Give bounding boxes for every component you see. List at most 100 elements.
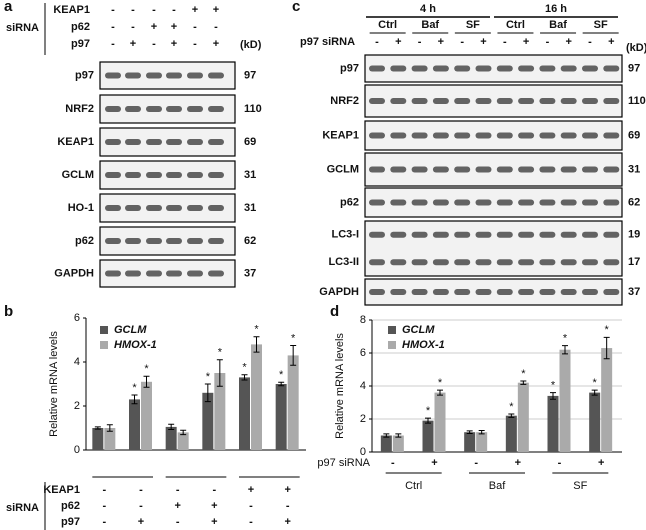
band: [208, 139, 224, 145]
sign: -: [176, 484, 180, 496]
condition-label: KEAP1: [53, 4, 90, 16]
bar: [92, 428, 104, 450]
band: [187, 270, 203, 277]
band: [125, 238, 141, 244]
band: [518, 199, 535, 206]
significance-mark: *: [218, 347, 223, 359]
band: [369, 132, 385, 139]
kd-label: 110: [628, 95, 646, 107]
bar: [141, 381, 152, 450]
bar: [104, 428, 116, 450]
legend-label: HMOX-1: [402, 339, 445, 351]
group-label: Baf: [489, 480, 506, 492]
band: [539, 231, 556, 238]
group-label: Ctrl: [378, 19, 397, 31]
kd-unit: (kD): [240, 39, 262, 51]
band: [411, 289, 428, 295]
sign: -: [460, 36, 464, 48]
error-bar: [106, 424, 113, 432]
blot-label: LC3-I: [332, 229, 360, 241]
error-bar: [253, 336, 260, 353]
sign: -: [212, 484, 216, 496]
bar: [177, 432, 189, 450]
band: [390, 166, 407, 173]
sign: -: [558, 457, 562, 469]
bar: [517, 382, 529, 452]
band: [475, 132, 492, 139]
error-bar: [383, 433, 390, 438]
blot-label: p97: [75, 69, 94, 81]
band: [146, 270, 162, 277]
band: [390, 199, 407, 206]
error-bar: [143, 375, 150, 388]
y-tick-label: 8: [360, 314, 366, 326]
panel-label: d: [330, 303, 339, 320]
band: [105, 72, 121, 79]
band: [208, 270, 224, 277]
blot-label: p62: [75, 235, 94, 247]
band: [369, 65, 385, 72]
band: [560, 98, 577, 104]
band: [582, 289, 598, 295]
band: [454, 98, 471, 104]
legend-label: HMOX-1: [114, 339, 157, 351]
bar: [214, 373, 226, 450]
bar: [165, 426, 177, 450]
sign: +: [608, 36, 614, 48]
y-tick-label: 4: [74, 356, 80, 368]
group-label: SF: [594, 19, 608, 31]
bar: [422, 420, 434, 452]
legend-label: GCLM: [114, 324, 147, 336]
bar: [464, 432, 476, 452]
sign: -: [193, 38, 197, 50]
band: [539, 259, 556, 266]
sirna-label: siRNA: [6, 22, 39, 34]
sign: -: [139, 484, 143, 496]
error-bar: [591, 389, 598, 396]
sign: +: [130, 38, 136, 50]
band: [432, 199, 449, 206]
band: [432, 132, 449, 139]
bar: [380, 435, 392, 452]
band: [560, 65, 577, 72]
sign: +: [480, 36, 486, 48]
significance-mark: *: [144, 363, 149, 375]
kd-label: 31: [244, 169, 256, 181]
error-bar: [241, 374, 248, 381]
band: [582, 98, 598, 104]
band: [369, 98, 385, 104]
sign: +: [523, 36, 529, 48]
bar: [392, 435, 404, 452]
y-tick-label: 2: [360, 413, 366, 425]
band: [518, 231, 535, 238]
band: [187, 238, 203, 244]
band: [390, 231, 407, 238]
band: [369, 199, 385, 206]
blot-label: GCLM: [62, 169, 94, 181]
error-bar: [520, 380, 527, 385]
band: [475, 259, 492, 266]
blot-box: [364, 84, 623, 118]
error-bar: [94, 426, 101, 430]
error-bar: [204, 383, 211, 403]
band: [518, 259, 535, 266]
significance-mark: *: [593, 377, 598, 389]
band: [432, 259, 449, 266]
sign: -: [172, 4, 176, 16]
sign: +: [171, 38, 177, 50]
sign: +: [211, 500, 217, 512]
bar: [129, 399, 140, 450]
blot-box: [364, 152, 623, 187]
sign: -: [131, 4, 135, 16]
band: [125, 72, 141, 79]
sign: -: [139, 500, 143, 512]
blot-label: NRF2: [330, 95, 359, 107]
band: [105, 106, 121, 112]
band: [496, 259, 513, 266]
bar: [251, 344, 262, 450]
band: [560, 132, 577, 139]
blot-label: p62: [340, 196, 359, 208]
band: [475, 98, 492, 104]
band: [187, 172, 203, 178]
